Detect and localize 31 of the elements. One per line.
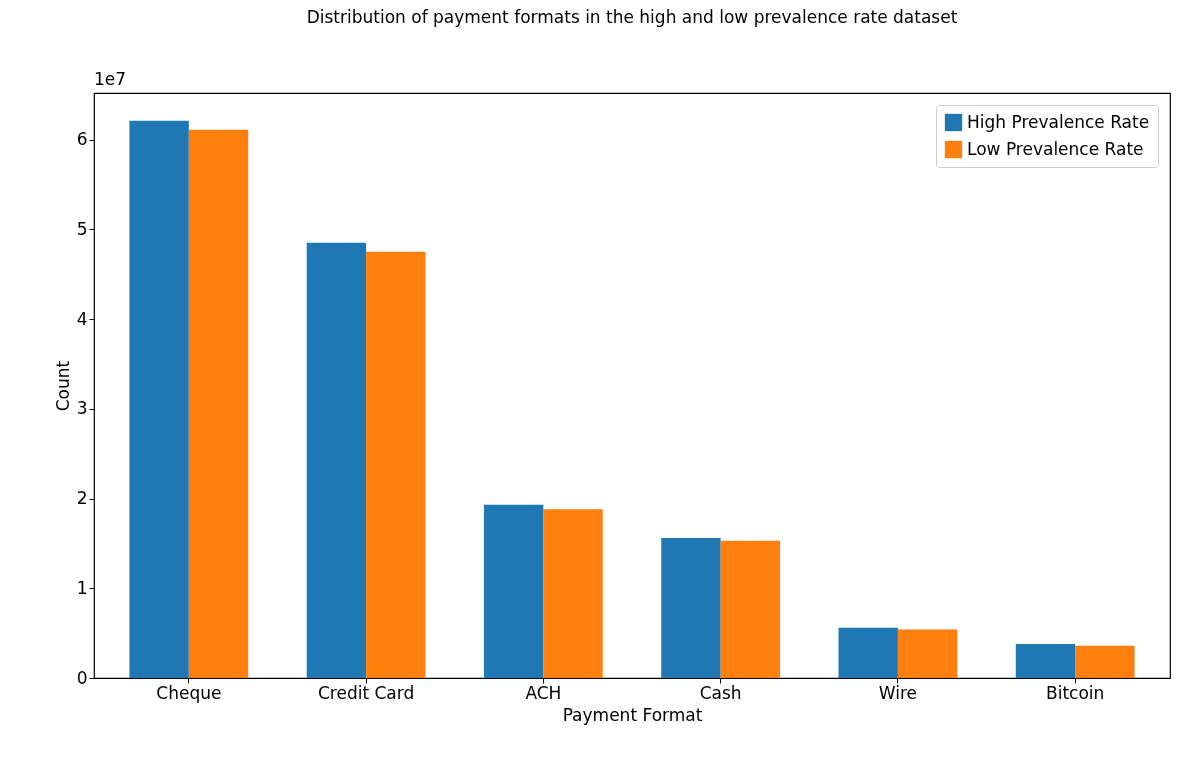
y-tick-label: 1 [76, 577, 88, 598]
legend-label: Low Prevalence Rate [967, 138, 1144, 159]
y-tick-label: 5 [76, 218, 88, 239]
x-tick-label: Cash [699, 682, 742, 703]
bar [129, 120, 189, 678]
x-tick-label: ACH [525, 682, 562, 703]
x-tick-label: Cheque [156, 682, 222, 703]
x-axis-title: Payment Format [562, 704, 703, 725]
bar [366, 251, 426, 678]
y-tick-label: 2 [76, 488, 88, 509]
x-tick-label: Bitcoin [1046, 682, 1105, 703]
y-tick-label: 4 [76, 308, 88, 329]
bar [838, 627, 898, 678]
x-tick-label: Wire [878, 682, 918, 703]
chart-title: Distribution of payment formats in the high and low prevalence rate dataset [306, 7, 958, 27]
bar [720, 540, 781, 678]
y-tick-label: 6 [76, 129, 88, 150]
y-tick-label: 0 [76, 667, 88, 688]
bar [483, 504, 544, 678]
bar [1075, 645, 1135, 678]
legend-label: High Prevalence Rate [967, 111, 1150, 132]
bar [543, 509, 603, 678]
y-axis-title: Count [52, 360, 73, 412]
bar [1015, 643, 1076, 678]
bar [306, 242, 367, 678]
bar [661, 538, 721, 678]
bar [897, 629, 958, 678]
x-tick-label: Credit Card [317, 682, 415, 703]
y-tick-label: 3 [76, 398, 88, 419]
bar [188, 129, 249, 678]
text: 1e7 [94, 69, 127, 89]
